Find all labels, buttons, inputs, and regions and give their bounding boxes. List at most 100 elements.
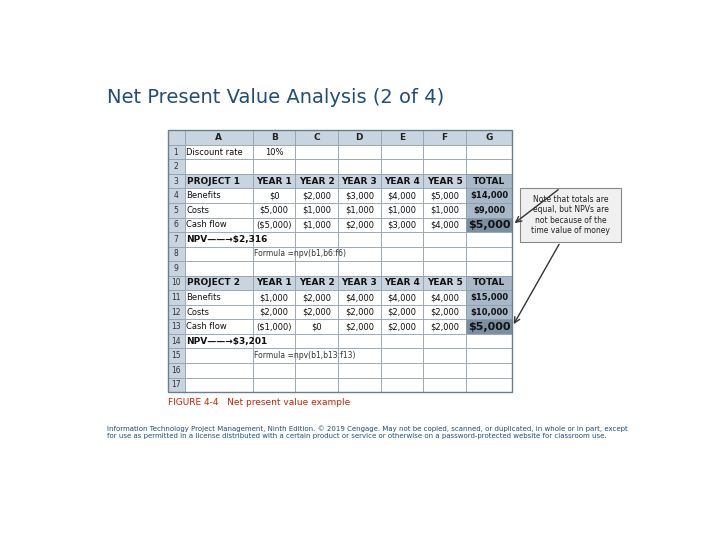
- Bar: [253, 203, 295, 218]
- Text: $2,000: $2,000: [345, 322, 374, 331]
- Bar: [381, 348, 423, 363]
- Bar: [466, 159, 513, 174]
- Bar: [423, 218, 466, 232]
- Text: YEAR 4: YEAR 4: [384, 279, 420, 287]
- Bar: [168, 159, 184, 174]
- Bar: [423, 261, 466, 276]
- Bar: [168, 334, 184, 348]
- Bar: [295, 261, 338, 276]
- Bar: [338, 305, 381, 319]
- Bar: [295, 247, 338, 261]
- Bar: [184, 174, 253, 188]
- Bar: [338, 159, 381, 174]
- Bar: [184, 232, 253, 247]
- Bar: [184, 188, 253, 203]
- Text: TOTAL: TOTAL: [473, 177, 505, 186]
- Text: D: D: [356, 133, 363, 142]
- Text: YEAR 3: YEAR 3: [341, 177, 377, 186]
- Bar: [338, 348, 381, 363]
- Bar: [295, 363, 338, 377]
- Text: A: A: [215, 133, 222, 142]
- Bar: [253, 377, 295, 392]
- Text: $5,000: $5,000: [430, 191, 459, 200]
- Text: G: G: [485, 133, 492, 142]
- Bar: [253, 363, 295, 377]
- Bar: [295, 218, 338, 232]
- Bar: [295, 334, 338, 348]
- Bar: [466, 247, 513, 261]
- Bar: [338, 377, 381, 392]
- Text: $5,000: $5,000: [260, 206, 289, 215]
- Bar: [381, 232, 423, 247]
- Text: B: B: [271, 133, 277, 142]
- Bar: [338, 363, 381, 377]
- Bar: [423, 203, 466, 218]
- Bar: [168, 232, 184, 247]
- Bar: [381, 363, 423, 377]
- Bar: [184, 363, 253, 377]
- Bar: [466, 232, 513, 247]
- Bar: [168, 261, 184, 276]
- Bar: [184, 261, 253, 276]
- Text: Information Technology Project Management, Ninth Edition. © 2019 Cengage. May no: Information Technology Project Managemen…: [107, 425, 628, 439]
- Bar: [338, 290, 381, 305]
- Bar: [466, 203, 513, 218]
- Bar: [423, 174, 466, 188]
- Bar: [423, 377, 466, 392]
- Text: $0: $0: [269, 191, 279, 200]
- Text: $1,000: $1,000: [430, 206, 459, 215]
- Text: Note that totals are
equal, but NPVs are
not because of the
time value of money: Note that totals are equal, but NPVs are…: [531, 195, 610, 235]
- Bar: [295, 377, 338, 392]
- Bar: [295, 174, 338, 188]
- Bar: [466, 348, 513, 363]
- Text: YEAR 2: YEAR 2: [299, 177, 335, 186]
- Text: $2,000: $2,000: [302, 308, 331, 316]
- Bar: [184, 334, 253, 348]
- Bar: [295, 276, 338, 290]
- Text: YEAR 5: YEAR 5: [427, 177, 462, 186]
- Text: E: E: [399, 133, 405, 142]
- Bar: [466, 174, 513, 188]
- Text: YEAR 4: YEAR 4: [384, 177, 420, 186]
- Bar: [168, 290, 184, 305]
- Text: $1,000: $1,000: [345, 206, 374, 215]
- Text: $1,000: $1,000: [387, 206, 416, 215]
- Bar: [381, 261, 423, 276]
- Bar: [466, 305, 513, 319]
- Bar: [253, 247, 295, 261]
- Bar: [466, 276, 513, 290]
- Text: $2,000: $2,000: [302, 293, 331, 302]
- Text: ($1,000): ($1,000): [256, 322, 292, 331]
- Bar: [338, 319, 381, 334]
- Text: $4,000: $4,000: [387, 191, 416, 200]
- Bar: [466, 188, 513, 203]
- Bar: [381, 276, 423, 290]
- Bar: [338, 130, 381, 145]
- Text: 6: 6: [174, 220, 179, 230]
- Text: Formula =npv(b1,b6:f6): Formula =npv(b1,b6:f6): [254, 249, 346, 258]
- Bar: [295, 203, 338, 218]
- Text: PROJECT 2: PROJECT 2: [187, 279, 240, 287]
- Bar: [253, 232, 295, 247]
- Text: 13: 13: [171, 322, 181, 331]
- Bar: [338, 218, 381, 232]
- Bar: [184, 203, 253, 218]
- Text: 2: 2: [174, 162, 179, 171]
- Bar: [295, 130, 338, 145]
- Bar: [466, 145, 513, 159]
- Text: $2,000: $2,000: [345, 308, 374, 316]
- Text: ($5,000): ($5,000): [256, 220, 292, 230]
- Bar: [253, 319, 295, 334]
- Text: Cash flow: Cash flow: [186, 322, 227, 331]
- Text: $10,000: $10,000: [470, 308, 508, 316]
- Bar: [168, 188, 184, 203]
- Text: YEAR 5: YEAR 5: [427, 279, 462, 287]
- Text: $2,000: $2,000: [260, 308, 289, 316]
- Text: YEAR 3: YEAR 3: [341, 279, 377, 287]
- Text: FIGURE 4-4   Net present value example: FIGURE 4-4 Net present value example: [168, 398, 350, 407]
- Text: 3: 3: [174, 177, 179, 186]
- Bar: [381, 130, 423, 145]
- Bar: [338, 334, 381, 348]
- Bar: [184, 247, 253, 261]
- Bar: [381, 319, 423, 334]
